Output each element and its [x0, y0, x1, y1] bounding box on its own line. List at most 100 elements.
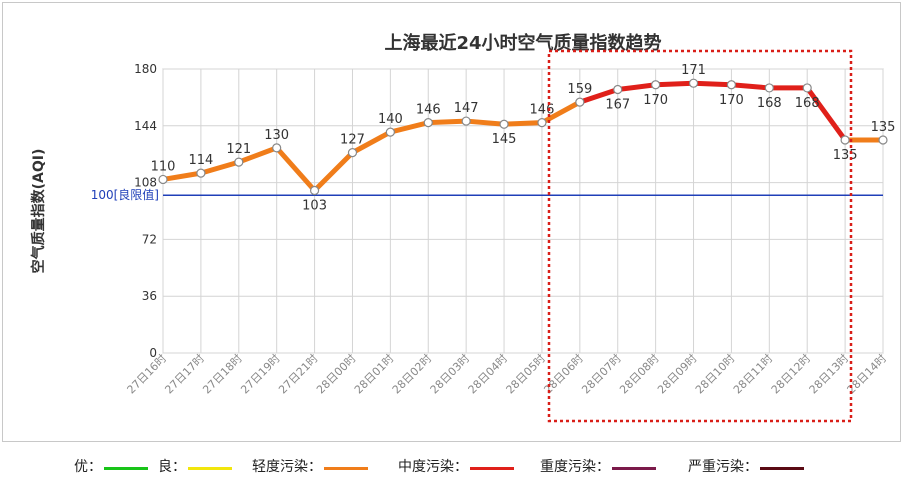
y-tick-label: 144 [134, 119, 157, 133]
x-tick-label: 28日11时 [731, 352, 776, 397]
data-point [461, 116, 471, 126]
y-tick-label: 0 [149, 346, 157, 360]
series-segment [539, 99, 583, 126]
data-label: 170 [643, 93, 668, 108]
data-point [272, 143, 282, 153]
legend-label: 轻度污染： [252, 459, 322, 475]
x-tick-label: 28日13时 [807, 352, 852, 397]
data-label: 110 [151, 159, 176, 174]
data-point [840, 135, 850, 145]
legend-swatch [324, 467, 368, 470]
data-point [764, 83, 774, 93]
series-segment [312, 150, 355, 193]
data-point [423, 118, 433, 128]
y-tick-label: 108 [134, 176, 157, 190]
data-point [688, 78, 699, 88]
data-label: 135 [833, 148, 858, 163]
data-label: 127 [340, 133, 365, 148]
series-segment [501, 120, 545, 127]
x-tick-label: 28日00时 [314, 352, 359, 397]
legend-label: 中度污染： [398, 459, 468, 475]
y-tick-label: 180 [134, 62, 157, 76]
x-tick-label: 28日12时 [769, 352, 814, 397]
y-axis-label: 空气质量指数(AQI) [30, 149, 47, 274]
series-segment [387, 120, 431, 135]
x-tick-label: 27日19时 [238, 352, 283, 397]
x-tick-label: 28日10时 [693, 352, 738, 397]
legend-label: 严重污染： [688, 459, 758, 475]
data-point [651, 80, 661, 90]
series-segment [463, 118, 507, 127]
data-point [234, 157, 244, 167]
x-tick-label: 28日08时 [617, 352, 662, 397]
series-segment [274, 145, 318, 193]
series-segment [691, 80, 734, 88]
x-tick-label: 28日07时 [579, 352, 624, 397]
data-point [537, 118, 547, 128]
legend-swatch [104, 467, 148, 470]
data-label: 159 [567, 82, 592, 97]
data-point [878, 135, 888, 145]
series-segment [577, 87, 621, 105]
data-label: 168 [795, 96, 820, 111]
legend-swatch [612, 467, 656, 470]
x-tick-label: 28日02时 [390, 352, 435, 397]
series-segment [728, 82, 772, 91]
data-label: 135 [871, 120, 896, 135]
series-segment [160, 170, 204, 182]
y-tick-label: 36 [142, 289, 157, 303]
x-tick-label: 27日17时 [162, 352, 207, 397]
reference-line-label: 100[良限值] [91, 187, 159, 202]
data-point [196, 168, 206, 178]
x-tick-label: 27日21时 [276, 352, 321, 397]
data-label: 167 [605, 98, 630, 113]
x-tick-label: 28日04时 [466, 352, 511, 397]
chart-title: 上海最近24小时空气质量指数趋势 [384, 32, 661, 54]
legend-swatch [470, 467, 514, 470]
series-segment [425, 118, 469, 126]
series-segment [653, 80, 697, 88]
data-point [575, 97, 585, 107]
data-label: 140 [378, 112, 403, 127]
data-label: 170 [719, 93, 744, 108]
series-segment [236, 145, 280, 165]
series-segment [804, 85, 848, 143]
aqi-line-chart: 上海最近24小时空气质量指数趋势0367210814418027日16时27日1… [30, 32, 896, 423]
x-tick-label: 28日03时 [428, 352, 473, 397]
x-tick-label: 27日18时 [200, 352, 245, 397]
data-label: 147 [454, 101, 479, 116]
data-label: 121 [226, 142, 251, 157]
series-segment [198, 159, 242, 176]
legend-label: 良： [158, 459, 186, 475]
chart-frame: 上海最近24小时空气质量指数趋势 0 36 72 108 144 180 27日16时 27日1… [2, 2, 901, 442]
chart-legend: 优： 良： 轻度污染： 中度污染： 重度污染： 严重污染： [0, 452, 905, 482]
legend-label: 重度污染： [540, 459, 610, 475]
data-point [613, 84, 623, 95]
data-label: 168 [757, 96, 782, 111]
data-label: 130 [264, 128, 289, 143]
data-point [158, 174, 168, 185]
highlight-box [547, 49, 853, 423]
data-label: 114 [188, 153, 213, 168]
x-tick-label: 28日01时 [352, 352, 397, 397]
data-label: 145 [492, 132, 517, 147]
legend-swatch [188, 467, 232, 470]
y-tick-label: 72 [142, 232, 157, 246]
data-point [347, 148, 358, 158]
x-tick-label: 28日09时 [655, 352, 700, 397]
data-point [802, 83, 812, 93]
legend-swatch [760, 467, 804, 470]
data-point [385, 127, 395, 137]
data-point [309, 185, 320, 196]
x-tick-label: 27日16时 [125, 352, 170, 397]
x-tick-label: 28日05时 [504, 352, 549, 397]
data-label: 171 [681, 63, 706, 78]
legend-label: 优： [74, 459, 102, 475]
data-label: 146 [416, 103, 441, 118]
data-label: 146 [530, 103, 555, 118]
data-label: 103 [302, 198, 327, 213]
data-point [726, 80, 737, 90]
series-segment [349, 129, 393, 156]
series-segment [615, 82, 659, 93]
data-point [499, 119, 509, 129]
